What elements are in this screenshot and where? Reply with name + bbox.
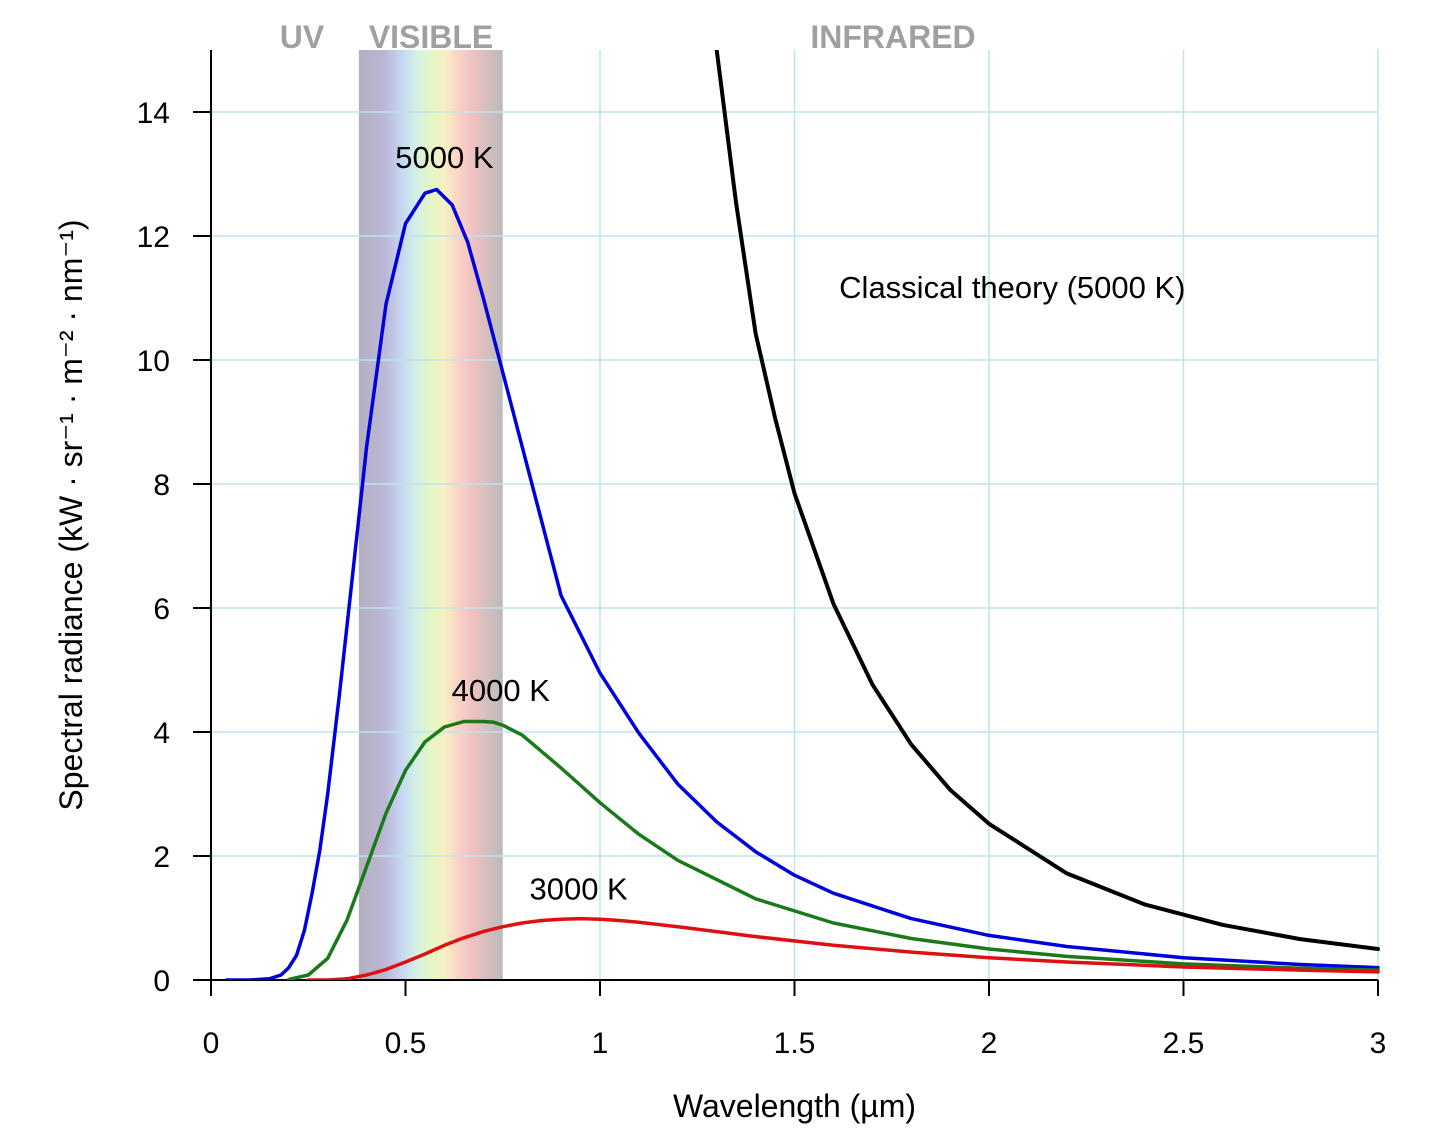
y-tick-label-5: 10 [137,345,170,378]
series-label-2: 4000 K [452,673,551,708]
annotations: 5000 K 4000 K 3000 K Classical theory (5000… [395,140,1185,907]
series-label-3: 3000 K [529,871,628,906]
series-label-4: Classical theory (5000 K) [839,270,1185,305]
series-line-3 [306,916,1380,980]
visible-spectrum-band-layer [358,50,503,980]
y-tick-label-3: 6 [153,593,170,626]
series-line-4 [714,50,1380,951]
y-tick-label-2: 4 [153,717,170,750]
x-tick-label-0: 0 [203,1027,220,1060]
x-tick-label-5: 2.5 [1163,1027,1205,1060]
y-tick-label-6: 12 [137,221,170,254]
x-tick-label-4: 2 [981,1027,998,1060]
y-tick-label-4: 8 [153,469,170,502]
y-tick-label-0: 0 [153,965,170,998]
series-lines [224,50,1380,980]
y-tick-label-7: 14 [137,97,170,130]
series-line-2 [287,719,1380,980]
x-tick-label-3: 1.5 [774,1027,816,1060]
series-label-1: 5000 K [395,140,494,175]
region-label-uv: UV [280,19,325,55]
x-tick-label-2: 1 [592,1027,609,1060]
x-axis-title: Wavelength (µm) [673,1088,916,1124]
region-label-visible: VISIBLE [369,19,493,55]
y-tick-label-1: 2 [153,841,170,874]
visible-spectrum-band [358,50,503,980]
y-axis-title: Spectral radiance (kW · sr⁻¹ · m⁻² · nm⁻… [53,219,89,810]
x-tick-label-1: 0.5 [385,1027,427,1060]
grid-lines [211,50,1379,980]
x-tick-label-6: 3 [1370,1027,1387,1060]
series-line-1 [224,187,1380,980]
axes: 0 0.5 1 1.5 2 2.5 3 0 2 4 6 8 10 12 14 Wavelength (µm) S… [53,19,1386,1124]
region-label-infrared: INFRARED [810,19,975,55]
